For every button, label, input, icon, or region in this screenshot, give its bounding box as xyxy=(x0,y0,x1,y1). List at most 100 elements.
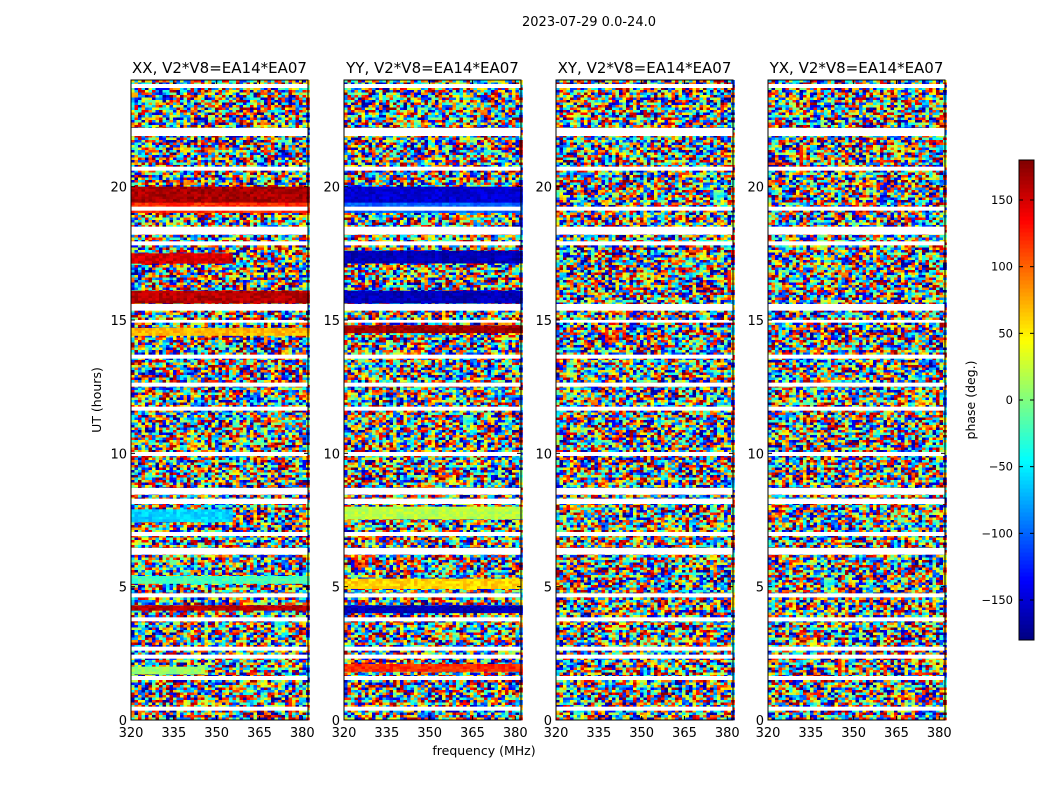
coherent-band-cell xyxy=(170,672,174,675)
coherent-band-cell xyxy=(407,517,411,520)
coherent-band-cell xyxy=(208,189,212,192)
coherent-band-cell xyxy=(379,664,383,667)
coherent-band-cell xyxy=(453,586,457,589)
coherent-band-cell xyxy=(428,509,432,512)
coherent-band-cell xyxy=(379,507,383,510)
coherent-band-cell xyxy=(495,261,499,264)
coherent-band-cell xyxy=(432,301,436,304)
coherent-band-cell xyxy=(191,517,195,520)
coherent-band-cell xyxy=(393,669,397,672)
coherent-band-cell xyxy=(463,298,467,301)
coherent-band-cell xyxy=(383,608,387,611)
coherent-band-cell xyxy=(229,293,233,296)
flagged-band xyxy=(131,452,308,456)
coherent-band-cell xyxy=(344,605,348,608)
coherent-band-cell xyxy=(449,669,453,672)
coherent-band-cell xyxy=(215,512,219,515)
coherent-band-cell xyxy=(498,301,502,304)
coherent-band-cell xyxy=(432,584,436,587)
coherent-band-cell xyxy=(362,664,366,667)
coherent-band-cell xyxy=(358,507,362,510)
coherent-band-cell xyxy=(502,667,506,670)
coherent-band-cell xyxy=(435,669,439,672)
coherent-band-cell xyxy=(348,669,352,672)
coherent-band-cell xyxy=(428,669,432,672)
coherent-band-cell xyxy=(131,192,135,195)
coherent-band-cell xyxy=(365,258,369,261)
coherent-band-cell xyxy=(467,189,471,192)
coherent-band-cell xyxy=(289,579,293,582)
coherent-band-cell xyxy=(498,579,502,582)
coherent-band-cell xyxy=(474,199,478,202)
coherent-band-cell xyxy=(512,581,516,584)
coherent-band-cell xyxy=(187,197,191,200)
coherent-band-cell xyxy=(488,330,492,333)
coherent-band-cell xyxy=(495,330,499,333)
coherent-band-cell xyxy=(212,256,216,259)
coherent-band-cell xyxy=(355,298,359,301)
coherent-band-cell xyxy=(212,576,216,579)
coherent-band-cell xyxy=(212,293,216,296)
coherent-band-cell xyxy=(439,192,443,195)
coherent-band-cell xyxy=(173,514,177,517)
coherent-band-cell xyxy=(215,189,219,192)
flagged-band xyxy=(131,655,308,659)
coherent-band-cell xyxy=(170,199,174,202)
coherent-band-cell xyxy=(247,333,251,336)
coherent-band-cell xyxy=(467,187,471,190)
coherent-band-cell xyxy=(131,199,135,202)
coherent-band-cell xyxy=(219,509,223,512)
x-tick-label: 365 xyxy=(460,726,485,741)
coherent-band-cell xyxy=(407,192,411,195)
coherent-band-cell xyxy=(379,296,383,299)
coherent-band-cell xyxy=(484,187,488,190)
coherent-band-cell xyxy=(208,199,212,202)
coherent-band-cell xyxy=(505,187,509,190)
coherent-band-cell xyxy=(365,189,369,192)
flagged-band xyxy=(131,355,308,359)
coherent-band-cell xyxy=(404,664,408,667)
coherent-band-cell xyxy=(453,251,457,254)
coherent-band-cell xyxy=(404,194,408,197)
coherent-band-cell xyxy=(226,291,230,294)
coherent-band-cell xyxy=(145,256,149,259)
coherent-band-cell xyxy=(351,330,355,333)
coherent-band-cell xyxy=(152,298,156,301)
coherent-band-cell xyxy=(271,298,275,301)
coherent-band-cell xyxy=(285,298,289,301)
coherent-band-cell xyxy=(212,608,216,611)
coherent-band-cell xyxy=(208,514,212,517)
coherent-band-cell xyxy=(453,512,457,515)
coherent-band-cell xyxy=(407,584,411,587)
coherent-band-cell xyxy=(365,298,369,301)
coherent-band-cell xyxy=(484,328,488,331)
coherent-band-cell xyxy=(449,586,453,589)
coherent-band-cell xyxy=(198,509,202,512)
coherent-band-cell xyxy=(498,605,502,608)
coherent-band-cell xyxy=(414,291,418,294)
coherent-band-cell xyxy=(201,189,205,192)
coherent-band-cell xyxy=(379,579,383,582)
coherent-band-cell xyxy=(355,610,359,613)
coherent-band-cell xyxy=(446,301,450,304)
coherent-band-cell xyxy=(484,296,488,299)
coherent-band-cell xyxy=(509,194,513,197)
coherent-band-cell xyxy=(219,256,223,259)
coherent-band-cell xyxy=(184,672,188,675)
coherent-band-cell xyxy=(149,331,153,334)
coherent-band-cell xyxy=(491,579,495,582)
coherent-band-cell xyxy=(303,203,307,206)
coherent-band-cell xyxy=(180,197,184,200)
coherent-band-cell xyxy=(233,203,237,206)
coherent-band-cell xyxy=(268,293,272,296)
coherent-band-cell xyxy=(446,328,450,331)
coherent-band-cell xyxy=(201,301,205,304)
coherent-band-cell xyxy=(299,203,303,206)
coherent-band-cell xyxy=(163,258,167,261)
coherent-band-cell xyxy=(240,328,244,331)
coherent-band-cell xyxy=(149,203,153,206)
coherent-band-cell xyxy=(369,199,373,202)
coherent-band-cell xyxy=(358,253,362,256)
coherent-band-cell xyxy=(296,293,300,296)
coherent-band-cell xyxy=(351,189,355,192)
